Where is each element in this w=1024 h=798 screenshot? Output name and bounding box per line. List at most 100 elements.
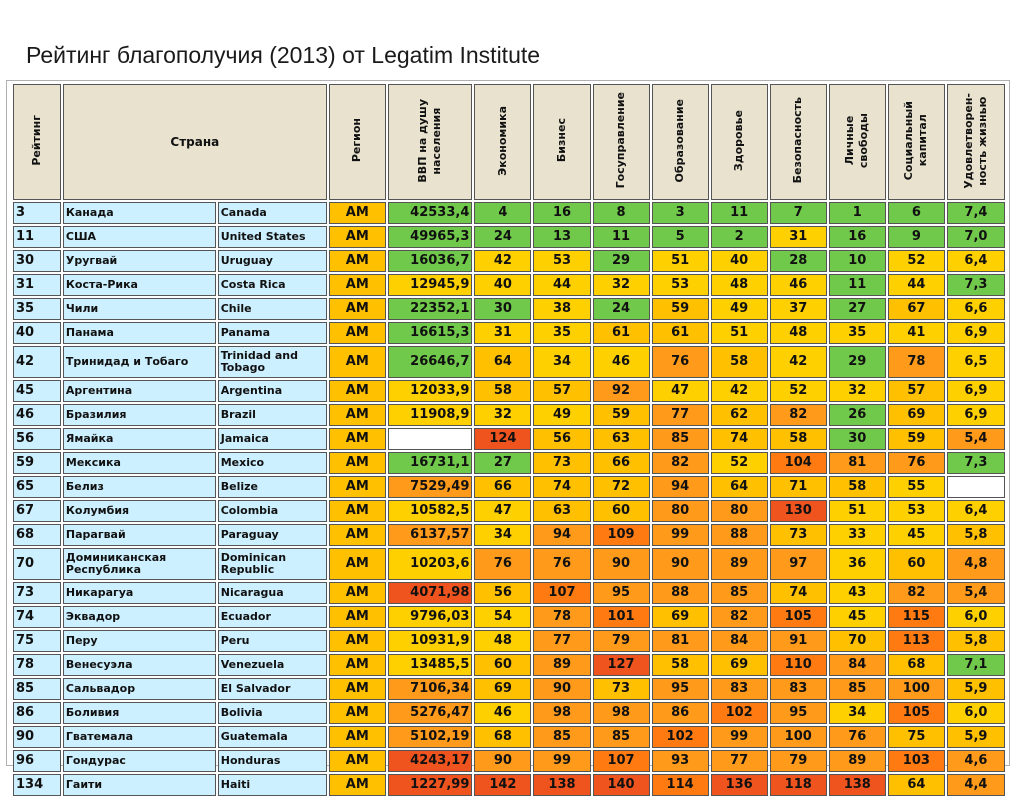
safety-cell: 31 xyxy=(769,226,827,248)
safety-cell: 58 xyxy=(769,428,827,450)
gdp-cell: 10931,9 xyxy=(387,630,473,652)
business-cell: 56 xyxy=(533,428,591,450)
social-cell: 100 xyxy=(887,678,945,700)
table-row: 31 Коста-Рика Costa Rica AM 12945,9 40 44 32 53 4… xyxy=(13,274,1005,296)
health-cell: 69 xyxy=(710,654,768,676)
safety-cell: 42 xyxy=(769,346,827,378)
health-cell: 77 xyxy=(710,750,768,772)
governance-cell: 101 xyxy=(592,606,650,628)
social-cell: 75 xyxy=(887,726,945,748)
education-cell: 3 xyxy=(651,202,709,224)
country-name-ru: Белиз xyxy=(62,476,216,498)
health-cell: 102 xyxy=(710,702,768,724)
economy-cell: 30 xyxy=(474,298,532,320)
business-cell: 99 xyxy=(533,750,591,772)
satisfaction-cell: 5,4 xyxy=(946,428,1005,450)
governance-cell: 63 xyxy=(592,428,650,450)
business-cell: 76 xyxy=(533,548,591,580)
rank-cell: 96 xyxy=(13,750,61,772)
satisfaction-cell: 7,0 xyxy=(946,226,1005,248)
gdp-cell: 49965,3 xyxy=(387,226,473,248)
gdp-cell: 42533,4 xyxy=(387,202,473,224)
country-name-ru: Гондурас xyxy=(62,750,216,772)
region-cell: AM xyxy=(328,428,386,450)
rank-cell: 85 xyxy=(13,678,61,700)
table-row: 74 Эквадор Ecuador AM 9796,03 54 78 101 69 82 105 4… xyxy=(13,606,1005,628)
gdp-cell: 16615,3 xyxy=(387,322,473,344)
header-health: Здоровье xyxy=(710,84,768,200)
rank-cell: 40 xyxy=(13,322,61,344)
satisfaction-cell: 6,0 xyxy=(946,606,1005,628)
satisfaction-cell: 6,4 xyxy=(946,250,1005,272)
freedom-cell: 16 xyxy=(828,226,886,248)
country-name-en: Uruguay xyxy=(217,250,327,272)
economy-cell: 34 xyxy=(474,524,532,546)
education-cell: 88 xyxy=(651,582,709,604)
rank-cell: 30 xyxy=(13,250,61,272)
table-row: 65 Белиз Belize AM 7529,49 66 74 72 94 64 71 58 55 xyxy=(13,476,1005,498)
satisfaction-cell: 7,3 xyxy=(946,274,1005,296)
rank-cell: 45 xyxy=(13,380,61,402)
country-name-en: Venezuela xyxy=(217,654,327,676)
health-cell: 64 xyxy=(710,476,768,498)
economy-cell: 24 xyxy=(474,226,532,248)
education-cell: 114 xyxy=(651,774,709,796)
governance-cell: 98 xyxy=(592,702,650,724)
rank-cell: 74 xyxy=(13,606,61,628)
social-cell: 105 xyxy=(887,702,945,724)
education-cell: 102 xyxy=(651,726,709,748)
business-cell: 44 xyxy=(533,274,591,296)
region-cell: AM xyxy=(328,500,386,522)
social-cell: 55 xyxy=(887,476,945,498)
governance-cell: 90 xyxy=(592,548,650,580)
satisfaction-cell: 4,4 xyxy=(946,774,1005,796)
header-governance: Госуправление xyxy=(592,84,650,200)
business-cell: 94 xyxy=(533,524,591,546)
table-row: 85 Сальвадор El Salvador AM 7106,34 69 90 73 95 8… xyxy=(13,678,1005,700)
health-cell: 80 xyxy=(710,500,768,522)
table-row: 78 Венесуэла Venezuela AM 13485,5 60 89 127 58 69… xyxy=(13,654,1005,676)
country-name-en: Bolivia xyxy=(217,702,327,724)
freedom-cell: 1 xyxy=(828,202,886,224)
table-row: 42 Тринидад и Тобаго Trinidad and Tobago AM… xyxy=(13,346,1005,378)
country-name-en: El Salvador xyxy=(217,678,327,700)
education-cell: 81 xyxy=(651,630,709,652)
governance-cell: 72 xyxy=(592,476,650,498)
country-name-ru: Перу xyxy=(62,630,216,652)
region-cell: AM xyxy=(328,726,386,748)
safety-cell: 83 xyxy=(769,678,827,700)
freedom-cell: 29 xyxy=(828,346,886,378)
social-cell: 6 xyxy=(887,202,945,224)
social-cell: 82 xyxy=(887,582,945,604)
satisfaction-cell: 6,9 xyxy=(946,380,1005,402)
freedom-cell: 138 xyxy=(828,774,886,796)
table-header-row: Рейтинг Страна Регион ВВП на душу населе… xyxy=(13,84,1005,200)
social-cell: 41 xyxy=(887,322,945,344)
governance-cell: 29 xyxy=(592,250,650,272)
country-name-en: Peru xyxy=(217,630,327,652)
country-name-en: Panama xyxy=(217,322,327,344)
country-name-ru: Уругвай xyxy=(62,250,216,272)
gdp-cell: 12033,9 xyxy=(387,380,473,402)
business-cell: 63 xyxy=(533,500,591,522)
header-business: Бизнес xyxy=(533,84,591,200)
satisfaction-cell: 5,8 xyxy=(946,524,1005,546)
gdp-cell: 9796,03 xyxy=(387,606,473,628)
table-body: 3 Канада Canada AM 42533,4 4 16 8 3 11 7 1 6 7,4 11 США… xyxy=(13,202,1005,796)
rank-cell: 134 xyxy=(13,774,61,796)
economy-cell: 142 xyxy=(474,774,532,796)
business-cell: 49 xyxy=(533,404,591,426)
safety-cell: 82 xyxy=(769,404,827,426)
country-name-en: Argentina xyxy=(217,380,327,402)
safety-cell: 110 xyxy=(769,654,827,676)
health-cell: 82 xyxy=(710,606,768,628)
table-row: 134 Гаити Haiti AM 1227,99 142 138 140 114 136 118… xyxy=(13,774,1005,796)
governance-cell: 79 xyxy=(592,630,650,652)
region-cell: AM xyxy=(328,404,386,426)
region-cell: AM xyxy=(328,380,386,402)
rank-cell: 86 xyxy=(13,702,61,724)
gdp-cell: 10582,5 xyxy=(387,500,473,522)
gdp-cell: 6137,57 xyxy=(387,524,473,546)
country-name-ru: Бразилия xyxy=(62,404,216,426)
gdp-cell: 16036,7 xyxy=(387,250,473,272)
